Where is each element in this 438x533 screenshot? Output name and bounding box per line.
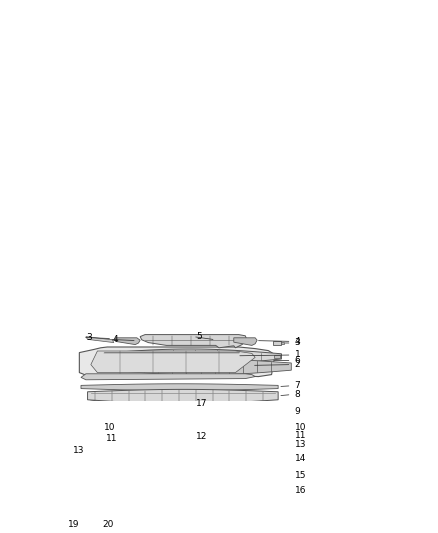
Polygon shape (142, 489, 237, 494)
Polygon shape (135, 415, 226, 421)
Text: 5: 5 (196, 332, 202, 341)
Polygon shape (234, 338, 257, 345)
Text: 3: 3 (295, 338, 300, 348)
Text: 10: 10 (295, 423, 306, 432)
Text: 8: 8 (295, 390, 300, 399)
Text: 9: 9 (295, 407, 300, 416)
Text: 2: 2 (295, 360, 300, 369)
Polygon shape (97, 349, 282, 365)
Text: 6: 6 (295, 356, 300, 365)
Polygon shape (250, 425, 268, 433)
Text: 10: 10 (104, 423, 116, 432)
Polygon shape (91, 351, 255, 373)
Polygon shape (104, 437, 134, 444)
Text: 20: 20 (102, 520, 114, 529)
Polygon shape (254, 444, 279, 448)
Text: 4: 4 (295, 337, 300, 346)
Polygon shape (81, 425, 255, 431)
Polygon shape (145, 435, 237, 439)
Text: 14: 14 (295, 454, 306, 463)
Polygon shape (68, 503, 84, 514)
Polygon shape (79, 398, 275, 428)
Text: 13: 13 (295, 440, 306, 449)
Text: 17: 17 (196, 399, 208, 408)
Polygon shape (74, 448, 113, 453)
Polygon shape (88, 390, 278, 404)
Polygon shape (281, 342, 284, 344)
Text: 12: 12 (196, 432, 207, 441)
Polygon shape (81, 374, 255, 380)
Polygon shape (274, 354, 280, 358)
Text: 19: 19 (68, 520, 79, 529)
Text: 11: 11 (295, 431, 306, 440)
Polygon shape (116, 338, 140, 345)
Polygon shape (81, 384, 278, 391)
Text: 4: 4 (112, 335, 118, 344)
Polygon shape (116, 454, 276, 465)
Polygon shape (112, 469, 280, 486)
Polygon shape (91, 402, 255, 424)
Polygon shape (106, 425, 124, 433)
Polygon shape (89, 502, 109, 516)
Text: 3: 3 (86, 333, 92, 342)
Text: 7: 7 (295, 381, 300, 390)
Polygon shape (241, 434, 270, 441)
Polygon shape (119, 471, 273, 484)
Polygon shape (79, 347, 275, 377)
Polygon shape (110, 359, 291, 375)
Text: 15: 15 (295, 471, 306, 480)
Text: 1: 1 (295, 351, 300, 359)
Polygon shape (109, 451, 283, 468)
Text: 13: 13 (73, 446, 84, 455)
Text: 16: 16 (295, 486, 306, 495)
Polygon shape (140, 335, 247, 348)
Text: 11: 11 (106, 434, 117, 443)
Polygon shape (273, 341, 282, 345)
Polygon shape (86, 337, 114, 343)
